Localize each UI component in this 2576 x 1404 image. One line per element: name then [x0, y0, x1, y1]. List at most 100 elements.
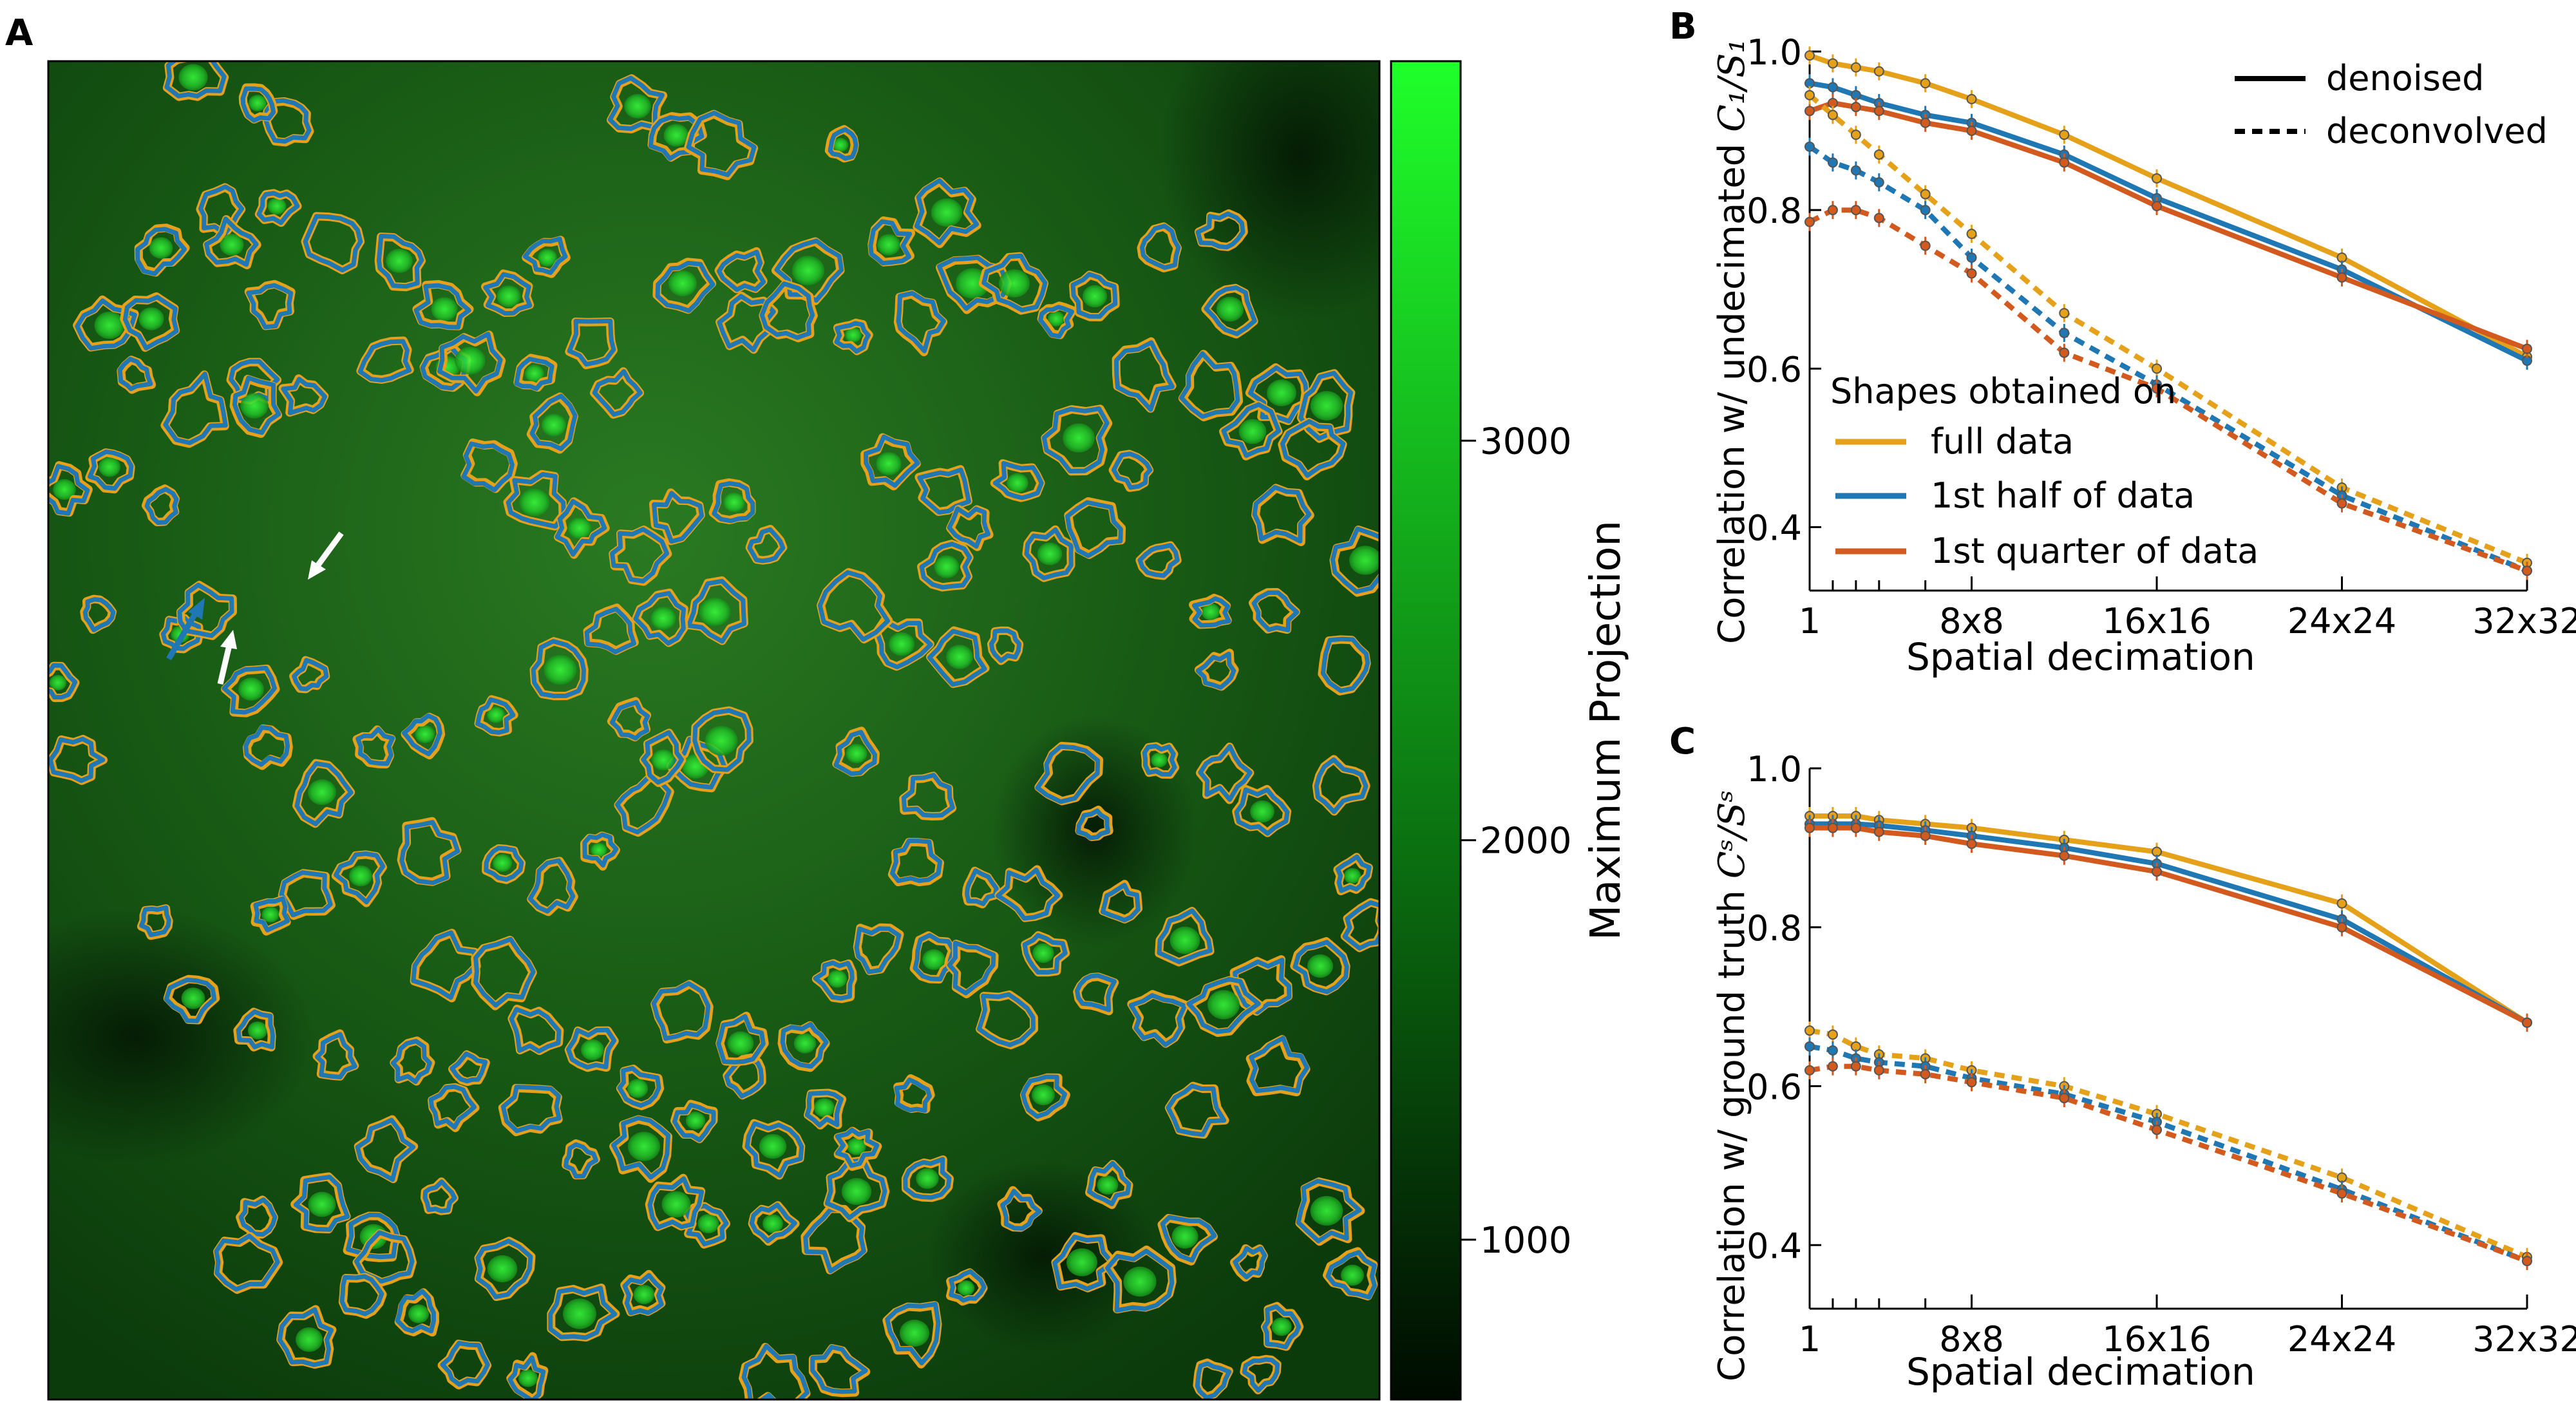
series-denoised — [1804, 94, 2532, 358]
linestyle-legend: denoised deconvolved — [2235, 58, 2548, 151]
blue-contour — [475, 697, 516, 735]
cell-roi — [1185, 976, 1264, 1037]
cell-roi — [684, 576, 748, 645]
series-denoised — [1804, 807, 2532, 1032]
cell-roi — [213, 1232, 283, 1294]
cell-roi — [352, 725, 396, 769]
axis-ticks: 0.4 0.6 0.8 1.0 1 8x8 16x16 24x24 32x32 — [1747, 749, 2576, 1360]
cell-body — [1343, 868, 1361, 884]
data-point — [1873, 213, 1884, 223]
axis-ticks: 0.4 0.6 0.8 1.0 1 8x8 16x16 24x24 32x32 — [1747, 32, 2576, 641]
cell-body — [663, 124, 689, 147]
cell-body — [931, 198, 963, 227]
cell-roi — [1064, 497, 1126, 559]
cell-roi — [645, 1173, 706, 1231]
cell-body — [1267, 379, 1296, 406]
x-axis-label: Spatial decimation — [1906, 635, 2255, 679]
blue-contour — [672, 1103, 716, 1143]
cell-roi — [238, 83, 278, 124]
y-tick-label: 0.4 — [1747, 1226, 1802, 1266]
cell-roi — [739, 1343, 811, 1399]
cell-roi — [278, 374, 329, 417]
cell-body — [487, 1255, 518, 1283]
series-line — [1809, 81, 2528, 363]
cell-roi — [1155, 907, 1215, 967]
blue-contour — [238, 1197, 278, 1237]
blue-contour — [281, 377, 328, 415]
cell-body — [220, 234, 244, 256]
cell-body — [1310, 1195, 1343, 1226]
plot-c: 0.4 0.6 0.8 1.0 1 8x8 16x16 24x24 32x32 Spatial … — [1711, 749, 2576, 1394]
blue-contour — [749, 1202, 797, 1244]
blue-contour — [399, 820, 460, 886]
legend-quarter-data: 1st quarter of data — [1931, 531, 2259, 571]
blue-contour — [222, 665, 277, 715]
series-denoised — [1804, 819, 2532, 1032]
blue-contour — [256, 191, 300, 225]
cell-body — [49, 674, 67, 691]
cell-roi — [176, 580, 237, 640]
blue-contour — [1280, 419, 1346, 478]
cell-body — [723, 492, 745, 513]
blue-contour — [253, 896, 290, 933]
data-point — [1827, 822, 1838, 833]
cell-roi — [1240, 1354, 1282, 1394]
cell-body — [841, 1177, 872, 1206]
blue-contour — [633, 591, 687, 646]
cell-body — [240, 393, 269, 419]
data-point — [1804, 106, 1815, 117]
data-point — [2059, 850, 2070, 861]
blue-contour — [652, 491, 705, 544]
cell-body — [1349, 545, 1379, 575]
data-point — [1920, 117, 1931, 128]
data-point — [1966, 839, 1977, 849]
blue-contour — [509, 1007, 562, 1054]
data-point — [1920, 1069, 1931, 1080]
cell-roi — [564, 1026, 619, 1072]
cell-body — [847, 1137, 866, 1155]
cell-body — [876, 452, 902, 475]
blue-contour — [1087, 1161, 1132, 1206]
panel-letter-a: A — [5, 12, 33, 54]
y-axis-label-math: Cˢ/Sˢ — [1711, 790, 1753, 878]
cell-roi — [374, 232, 426, 292]
data-point — [1827, 109, 1838, 120]
cell-roi — [1034, 741, 1103, 806]
cell-roi — [529, 637, 589, 701]
cell-roi — [1278, 417, 1347, 480]
blue-contour — [868, 219, 913, 266]
cell-roi — [946, 940, 999, 998]
cell-roi — [401, 712, 446, 760]
blue-contour — [1249, 1036, 1310, 1094]
blue-contour — [1198, 744, 1253, 802]
blue-arrow — [166, 598, 205, 661]
cell-body — [567, 517, 592, 539]
cell-roi — [1195, 743, 1255, 804]
blue-contour — [1314, 757, 1368, 815]
blue-contour — [976, 992, 1036, 1047]
cell-body — [247, 1021, 268, 1039]
blue-contour — [1100, 882, 1141, 923]
cell-body — [248, 95, 267, 111]
series-denoised — [1804, 46, 2532, 366]
data-point — [1966, 1077, 1977, 1088]
blue-contour — [780, 1021, 829, 1069]
cell-body — [661, 1191, 691, 1218]
blue-contour — [1157, 908, 1213, 964]
blue-contour — [484, 846, 524, 882]
cell-roi — [331, 850, 387, 907]
panel-letter-b: B — [1669, 6, 1697, 48]
blue-contour — [1052, 1235, 1115, 1291]
series-lines — [1804, 807, 2532, 1270]
cell-roi — [1232, 784, 1292, 837]
cell-body — [519, 488, 550, 517]
cell-body — [699, 597, 731, 627]
blue-contour — [1233, 1246, 1267, 1280]
dark-region — [48, 908, 316, 1166]
blue-contour — [531, 639, 586, 699]
white-arrow — [217, 630, 237, 685]
blue-contour — [507, 1355, 546, 1399]
colorbar-ticks: 1000 2000 3000 — [1461, 421, 1572, 1262]
blue-contour — [1105, 1248, 1175, 1313]
cell-roi — [824, 125, 859, 163]
